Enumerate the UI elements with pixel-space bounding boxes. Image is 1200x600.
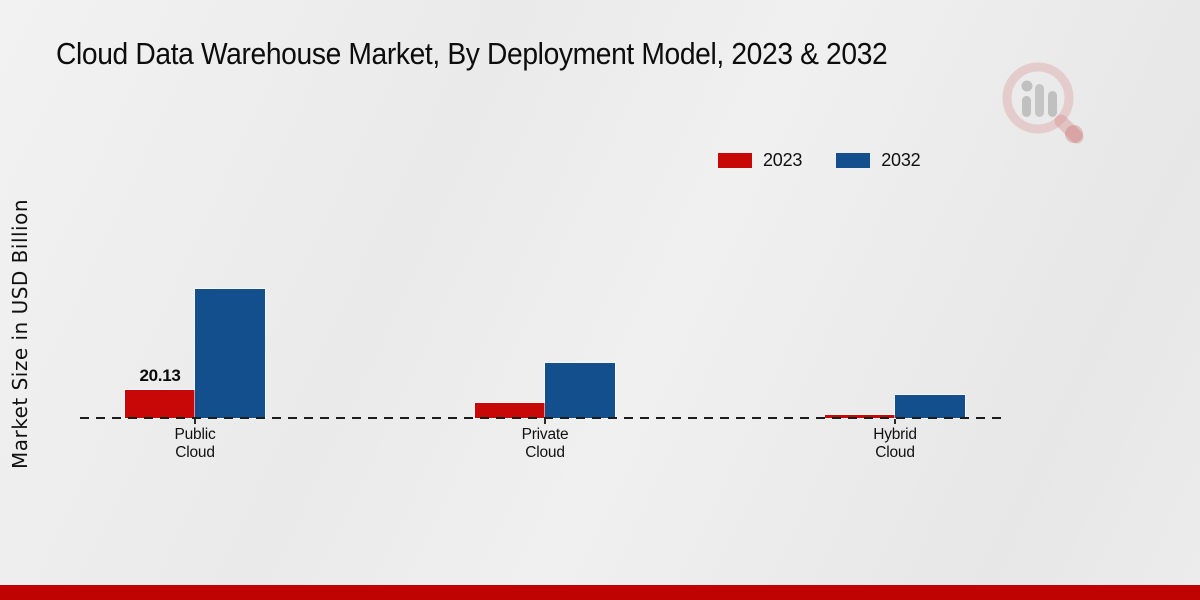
bar-2023-public-cloud bbox=[125, 390, 195, 418]
x-axis-label-public-cloud: Public Cloud bbox=[174, 426, 216, 461]
legend-swatch-2023 bbox=[718, 153, 752, 168]
legend-label-2032: 2032 bbox=[881, 150, 921, 170]
legend-label-2023: 2023 bbox=[763, 150, 803, 170]
chart-title: Cloud Data Warehouse Market, By Deployme… bbox=[56, 36, 888, 71]
footer-accent-bar bbox=[0, 585, 1200, 600]
legend-item-2032: 2032 bbox=[836, 150, 921, 171]
x-axis-label-private-cloud: Private Cloud bbox=[521, 426, 569, 461]
legend-item-2023: 2023 bbox=[718, 150, 802, 171]
x-axis-label-hybrid-cloud: Hybrid Cloud bbox=[873, 426, 917, 461]
bar-2032-public-cloud bbox=[195, 289, 265, 418]
bar-2023-hybrid-cloud bbox=[825, 415, 895, 418]
x-axis-line bbox=[80, 417, 1008, 419]
x-axis-tick-public-cloud bbox=[194, 419, 196, 424]
x-axis-tick-hybrid-cloud bbox=[894, 419, 896, 424]
x-axis-tick-private-cloud bbox=[544, 419, 546, 424]
bar-2023-private-cloud bbox=[475, 403, 545, 418]
bar-2032-private-cloud bbox=[545, 363, 615, 418]
magnifier-bar-chart-logo-icon bbox=[1002, 62, 1084, 144]
legend-swatch-2032 bbox=[836, 153, 871, 168]
legend: 2023 2032 bbox=[718, 150, 921, 171]
value-label-2023-public-cloud: 20.13 bbox=[139, 366, 181, 385]
bar-2032-hybrid-cloud bbox=[895, 395, 965, 418]
